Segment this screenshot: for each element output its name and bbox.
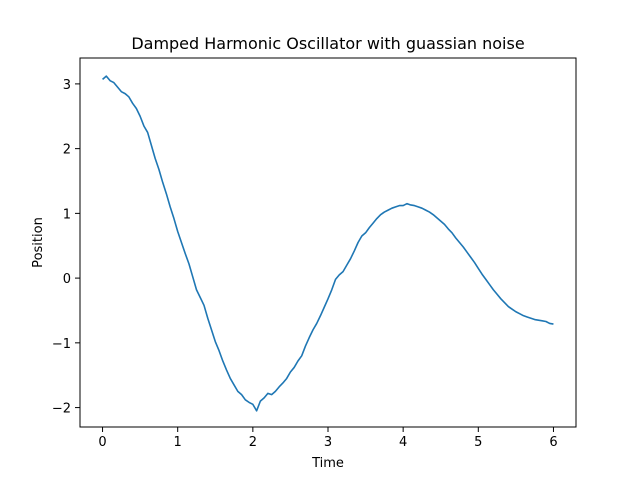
x-tick-label: 4 bbox=[399, 435, 407, 450]
ticks-layer: 0 1 2 3 4 5 6 −2 −1 0 1 2 3 bbox=[52, 78, 558, 450]
y-tick-label: −1 bbox=[52, 337, 71, 352]
x-tick-label: 0 bbox=[98, 435, 106, 450]
y-tick-label: 2 bbox=[63, 143, 71, 158]
x-tick-label: 6 bbox=[549, 435, 557, 450]
y-axis-label: Position bbox=[31, 217, 46, 268]
x-tick-label: 2 bbox=[249, 435, 257, 450]
x-tick-label: 3 bbox=[324, 435, 332, 450]
series-line bbox=[102, 75, 554, 412]
chart-title: Damped Harmonic Oscillator with guassian… bbox=[131, 34, 524, 53]
x-axis-label: Time bbox=[311, 456, 344, 471]
x-tick-label: 5 bbox=[474, 435, 482, 450]
y-tick-label: 1 bbox=[63, 207, 71, 222]
y-tick-label: 0 bbox=[63, 272, 71, 287]
y-tick-label: 3 bbox=[63, 78, 71, 93]
x-tick-label: 1 bbox=[174, 435, 182, 450]
y-tick-label: −2 bbox=[52, 402, 71, 417]
axes-frame bbox=[79, 57, 577, 428]
plot-layer bbox=[102, 75, 554, 412]
